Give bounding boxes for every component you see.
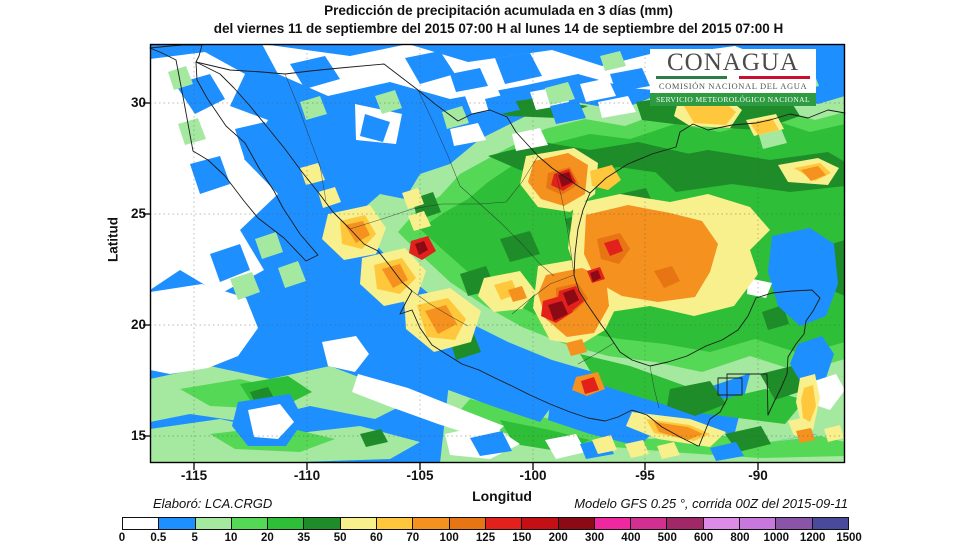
legend-tick-label: 1200 xyxy=(799,532,826,544)
conagua-logo: CONAGUA COMISIÓN NACIONAL DEL AGUA SERVI… xyxy=(650,49,816,106)
legend-color-cell xyxy=(557,517,595,530)
legend-tick-label: 200 xyxy=(548,532,568,544)
legend-color-cell xyxy=(122,517,160,530)
legend-color-cell xyxy=(376,517,414,530)
legend-color-cell xyxy=(775,517,813,530)
legend-color-cell xyxy=(593,517,632,530)
precipitation-map xyxy=(143,43,846,470)
flag-green-segment xyxy=(656,76,727,79)
legend-tick-label: 5 xyxy=(191,532,198,544)
legend-tick-label: 500 xyxy=(657,532,677,544)
legend-tick-label: 150 xyxy=(512,532,532,544)
legend-color-cell xyxy=(303,517,341,530)
conagua-subtitle-2: SERVICIO METEOROLÓGICO NACIONAL xyxy=(650,93,816,106)
legend-tick-label: 20 xyxy=(260,532,274,544)
lat-lon-gridlines xyxy=(150,44,845,463)
x-tick-110: -110 xyxy=(293,468,321,483)
y-tick-25: 25 xyxy=(130,206,146,221)
legend-color-cell xyxy=(158,517,196,530)
flag-red-segment xyxy=(739,76,810,79)
precipitation-color-scale: 0 0.5 5 10 20 35 50 60 70 100 125 150 200 300 400 500 60… xyxy=(118,517,862,547)
legend-tick-label: 10 xyxy=(224,532,238,544)
legend-color-cell xyxy=(702,517,741,530)
flag-gap xyxy=(727,76,739,79)
y-tick-20: 20 xyxy=(130,317,146,332)
legend-color-cell xyxy=(448,517,486,530)
legend-color-cell xyxy=(666,517,704,530)
legend-tick-label: 1000 xyxy=(763,532,790,544)
conagua-subtitle-1: COMISIÓN NACIONAL DEL AGUA xyxy=(650,80,816,93)
legend-color-cell xyxy=(267,517,305,530)
legend-color-cell xyxy=(521,517,559,530)
legend-tick-label: 70 xyxy=(406,532,420,544)
legend-tick-label: 100 xyxy=(439,532,459,544)
legend-color-bar xyxy=(122,517,849,530)
conagua-logo-name: CONAGUA xyxy=(650,49,816,75)
legend-tick-label: 300 xyxy=(584,532,605,544)
x-tick-115: -115 xyxy=(180,468,208,483)
legend-color-cell xyxy=(811,517,849,530)
legend-tick-label: 35 xyxy=(297,532,311,544)
coastlines xyxy=(149,44,846,447)
legend-tick-label: 400 xyxy=(621,532,641,544)
y-axis-label: Latitud xyxy=(105,217,121,262)
legend-tick-label: 800 xyxy=(730,532,750,544)
rain-200-300-cores xyxy=(415,172,601,321)
legend-tick-label: 600 xyxy=(694,532,714,544)
legend-tick-label: 125 xyxy=(475,532,496,544)
y-tick-30: 30 xyxy=(130,95,146,110)
conagua-flag-line xyxy=(650,75,816,80)
legend-tick-label: 0 xyxy=(118,532,126,544)
state-boundaries xyxy=(284,73,660,409)
x-tick-105: -105 xyxy=(406,468,434,483)
legend-color-cell xyxy=(339,517,378,530)
legend-color-cell xyxy=(412,517,450,530)
credit-author: Elaboró: LCA.CRGD xyxy=(153,496,273,511)
legend-color-cell xyxy=(630,517,668,530)
x-tick-90: -90 xyxy=(748,468,768,483)
axis-tick-marks xyxy=(143,102,759,470)
x-axis-label: Longitud xyxy=(472,488,532,504)
legend-tick-label: 1500 xyxy=(836,532,862,544)
map-frame xyxy=(149,43,846,464)
x-tick-100: -100 xyxy=(519,468,547,483)
coastal-blue-bands xyxy=(232,228,838,446)
legend-tick-label: 60 xyxy=(370,532,383,544)
precipitation-map-svg xyxy=(143,43,846,470)
legend-color-cell xyxy=(484,517,523,530)
legend-tick-labels: 0 0.5 5 10 20 35 50 60 70 100 125 150 200 300 400 500 60… xyxy=(118,532,862,546)
legend-color-cell xyxy=(194,517,232,530)
page-subtitle: del viernes 11 de septiembre del 2015 07… xyxy=(213,21,784,36)
legend-tick-label: 50 xyxy=(333,532,347,544)
rain-70-100-regions xyxy=(345,153,826,443)
legend-color-cell xyxy=(739,517,777,530)
legend-color-cell xyxy=(230,517,269,530)
page-title: Predicción de precipitación acumulada en… xyxy=(324,3,673,18)
legend-tick-label: 0.5 xyxy=(150,532,167,544)
y-tick-15: 15 xyxy=(130,428,146,443)
credit-model: Modelo GFS 0.25 °, corrida 00Z del 2015-… xyxy=(574,496,848,511)
x-tick-95: -95 xyxy=(635,468,655,483)
